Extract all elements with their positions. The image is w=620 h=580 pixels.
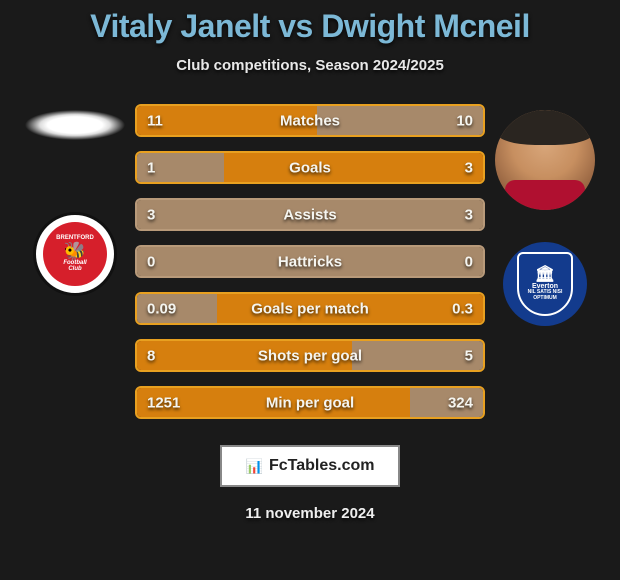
stat-bar: Hattricks 0 0 bbox=[135, 245, 485, 278]
main-row: BRENTFORD 🐝 FootballClub Matches1110Goal… bbox=[0, 102, 620, 419]
stat-bar: Min per goal 1251 324 bbox=[135, 386, 485, 419]
stat-value-right: 0 bbox=[465, 253, 473, 270]
stat-value-right: 0.3 bbox=[452, 300, 473, 317]
stat-value-right: 3 bbox=[465, 159, 473, 176]
stat-label: Goals bbox=[289, 159, 331, 176]
stat-value-right: 3 bbox=[465, 206, 473, 223]
stat-fill-right bbox=[224, 153, 484, 182]
stat-value-right: 5 bbox=[465, 347, 473, 364]
page-title: Vitaly Janelt vs Dwight Mcneil bbox=[90, 8, 530, 45]
stat-label: Hattricks bbox=[278, 253, 342, 270]
left-player-column: BRENTFORD 🐝 FootballClub bbox=[15, 102, 135, 296]
brentford-badge-inner: BRENTFORD 🐝 FootballClub bbox=[43, 222, 107, 286]
stat-value-left: 8 bbox=[147, 347, 155, 364]
stat-value-right: 324 bbox=[448, 394, 473, 411]
brand-badge: 📊 FcTables.com bbox=[220, 445, 401, 487]
subtitle: Club competitions, Season 2024/2025 bbox=[176, 57, 444, 74]
stat-label: Goals per match bbox=[251, 300, 369, 317]
stat-label: Assists bbox=[283, 206, 336, 223]
stat-value-left: 1251 bbox=[147, 394, 180, 411]
stat-value-left: 11 bbox=[147, 112, 163, 129]
date-label: 11 november 2024 bbox=[245, 505, 374, 522]
stat-value-left: 1 bbox=[147, 159, 155, 176]
chart-icon: 📊 bbox=[246, 458, 263, 475]
player-left-avatar bbox=[20, 110, 130, 140]
brand-label: FcTables.com bbox=[269, 457, 375, 475]
stat-bar: Shots per goal 8 5 bbox=[135, 339, 485, 372]
stat-bar: Goals 1 3 bbox=[135, 151, 485, 184]
club-right-logo: 🏛 Everton NIL SATIS NISI OPTIMUM bbox=[503, 242, 587, 326]
stat-value-left: 0 bbox=[147, 253, 155, 270]
stat-bar: Assists 3 3 bbox=[135, 198, 485, 231]
stat-label: Matches bbox=[280, 112, 340, 129]
stat-label: Min per goal bbox=[266, 394, 354, 411]
stat-value-right: 10 bbox=[456, 112, 473, 129]
club-left-logo: BRENTFORD 🐝 FootballClub bbox=[33, 212, 117, 296]
stat-value-left: 3 bbox=[147, 206, 155, 223]
stat-value-left: 0.09 bbox=[147, 300, 176, 317]
stat-bar: Goals per match 0.09 0.3 bbox=[135, 292, 485, 325]
right-player-column: 🏛 Everton NIL SATIS NISI OPTIMUM bbox=[485, 102, 605, 326]
player-right-avatar bbox=[495, 110, 595, 210]
stats-column: Matches 11 10 Goals 1 3 Assists 3 3 Hattricks 0 0 Go… bbox=[135, 102, 485, 419]
stat-label: Shots per goal bbox=[258, 347, 362, 364]
stat-bar: Matches 11 10 bbox=[135, 104, 485, 137]
infographic-container: Vitaly Janelt vs Dwight Mcneil Club comp… bbox=[0, 0, 620, 580]
everton-badge-inner: 🏛 Everton NIL SATIS NISI OPTIMUM bbox=[517, 252, 573, 316]
stat-fill-right bbox=[352, 341, 483, 370]
